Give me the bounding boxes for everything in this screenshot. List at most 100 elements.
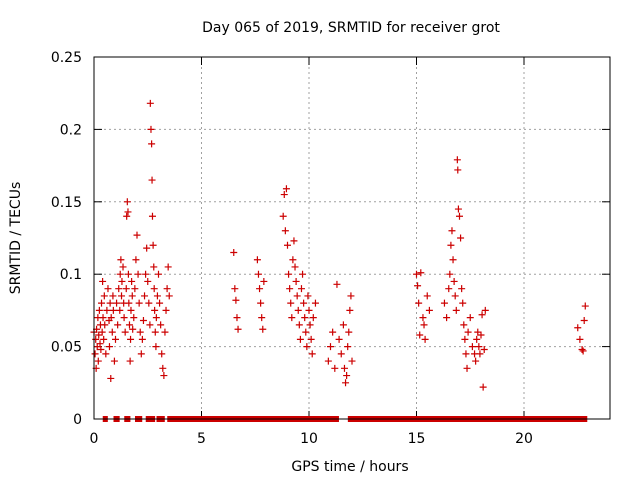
data-point [581, 302, 589, 310]
y-tick-label: 0.05 [51, 340, 82, 356]
data-point [118, 292, 126, 300]
data-point [230, 248, 238, 256]
data-point [296, 335, 304, 343]
data-point [305, 306, 313, 314]
data-point [113, 299, 121, 307]
data-point [425, 306, 433, 314]
data-point [124, 208, 132, 216]
data-point [329, 328, 337, 336]
data-point [260, 277, 268, 285]
data-point [308, 350, 316, 358]
data-point [95, 306, 103, 314]
data-point [150, 285, 158, 293]
data-point [306, 321, 314, 329]
data-point [123, 212, 131, 220]
data-point [335, 335, 343, 343]
data-point [117, 256, 125, 264]
data-point [475, 343, 483, 351]
data-point [126, 357, 134, 365]
data-point [288, 314, 296, 322]
data-point [309, 314, 317, 322]
data-point [150, 263, 158, 271]
x-tick-label: 15 [408, 431, 426, 447]
data-point [128, 277, 136, 285]
data-point [129, 325, 137, 333]
data-point [234, 325, 242, 333]
data-point [462, 350, 470, 358]
data-point [344, 343, 352, 351]
data-point [103, 306, 111, 314]
data-point [122, 285, 130, 293]
data-point [285, 270, 293, 278]
data-point [423, 292, 431, 300]
data-point [303, 343, 311, 351]
data-point [294, 306, 302, 314]
data-point [119, 263, 127, 271]
data-point [464, 328, 472, 336]
data-point [143, 244, 151, 252]
data-point [148, 140, 156, 148]
data-point [346, 306, 354, 314]
data-point [333, 280, 341, 288]
data-point [289, 256, 297, 264]
data-point [460, 321, 468, 329]
data-point [127, 335, 135, 343]
data-point [307, 335, 315, 343]
x-tick-label: 0 [90, 431, 99, 447]
data-point [477, 331, 485, 339]
data-point [148, 212, 156, 220]
plot-frame [93, 56, 611, 420]
data-point [112, 335, 119, 343]
y-tick-label: 0.2 [60, 122, 82, 138]
data-point [324, 357, 332, 365]
data-point [106, 299, 114, 307]
data-point [259, 325, 267, 333]
data-point [96, 340, 104, 348]
y-tick-label: 0 [73, 412, 82, 428]
data-point [98, 328, 106, 336]
data-point [466, 314, 474, 322]
data-point [282, 185, 290, 193]
data-point [132, 256, 140, 264]
data-point [161, 328, 169, 336]
data-point [257, 299, 265, 307]
data-point [300, 299, 308, 307]
data-point [291, 263, 299, 271]
data-point [146, 99, 154, 107]
data-point [281, 227, 289, 235]
data-point [286, 285, 294, 293]
data-point [155, 270, 162, 278]
data-point [254, 270, 262, 278]
data-point [125, 299, 133, 307]
data-point [420, 321, 428, 329]
data-point [295, 321, 303, 329]
axis-ticks: 0 5 10 15 20 0 0.05 0.1 0.15 0.2 0.25 [51, 50, 610, 447]
data-point [162, 306, 170, 314]
data-point [453, 156, 461, 164]
data-point [414, 282, 422, 290]
data-point [131, 285, 139, 293]
data-point [104, 285, 112, 293]
data-point [450, 277, 458, 285]
y-tick-label: 0.15 [51, 195, 82, 211]
data-point [128, 292, 136, 300]
data-point [101, 321, 109, 329]
data-point [578, 345, 586, 353]
data-point [138, 335, 146, 343]
data-point [99, 277, 107, 285]
data-point [417, 269, 425, 277]
data-point [343, 372, 351, 380]
data-point [144, 277, 152, 285]
data-point [472, 357, 480, 365]
data-point [463, 364, 471, 372]
data-point [348, 357, 356, 365]
y-axis-label: SRMTID / TECUs [8, 182, 24, 295]
data-point [445, 285, 453, 293]
data-points [90, 99, 589, 422]
y-tick-label: 0.1 [60, 267, 82, 283]
data-point [443, 314, 451, 322]
data-point [164, 263, 172, 271]
data-point [454, 205, 462, 213]
data-point [94, 357, 102, 365]
